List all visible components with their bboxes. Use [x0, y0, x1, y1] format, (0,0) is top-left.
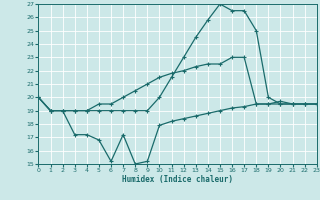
X-axis label: Humidex (Indice chaleur): Humidex (Indice chaleur): [122, 175, 233, 184]
